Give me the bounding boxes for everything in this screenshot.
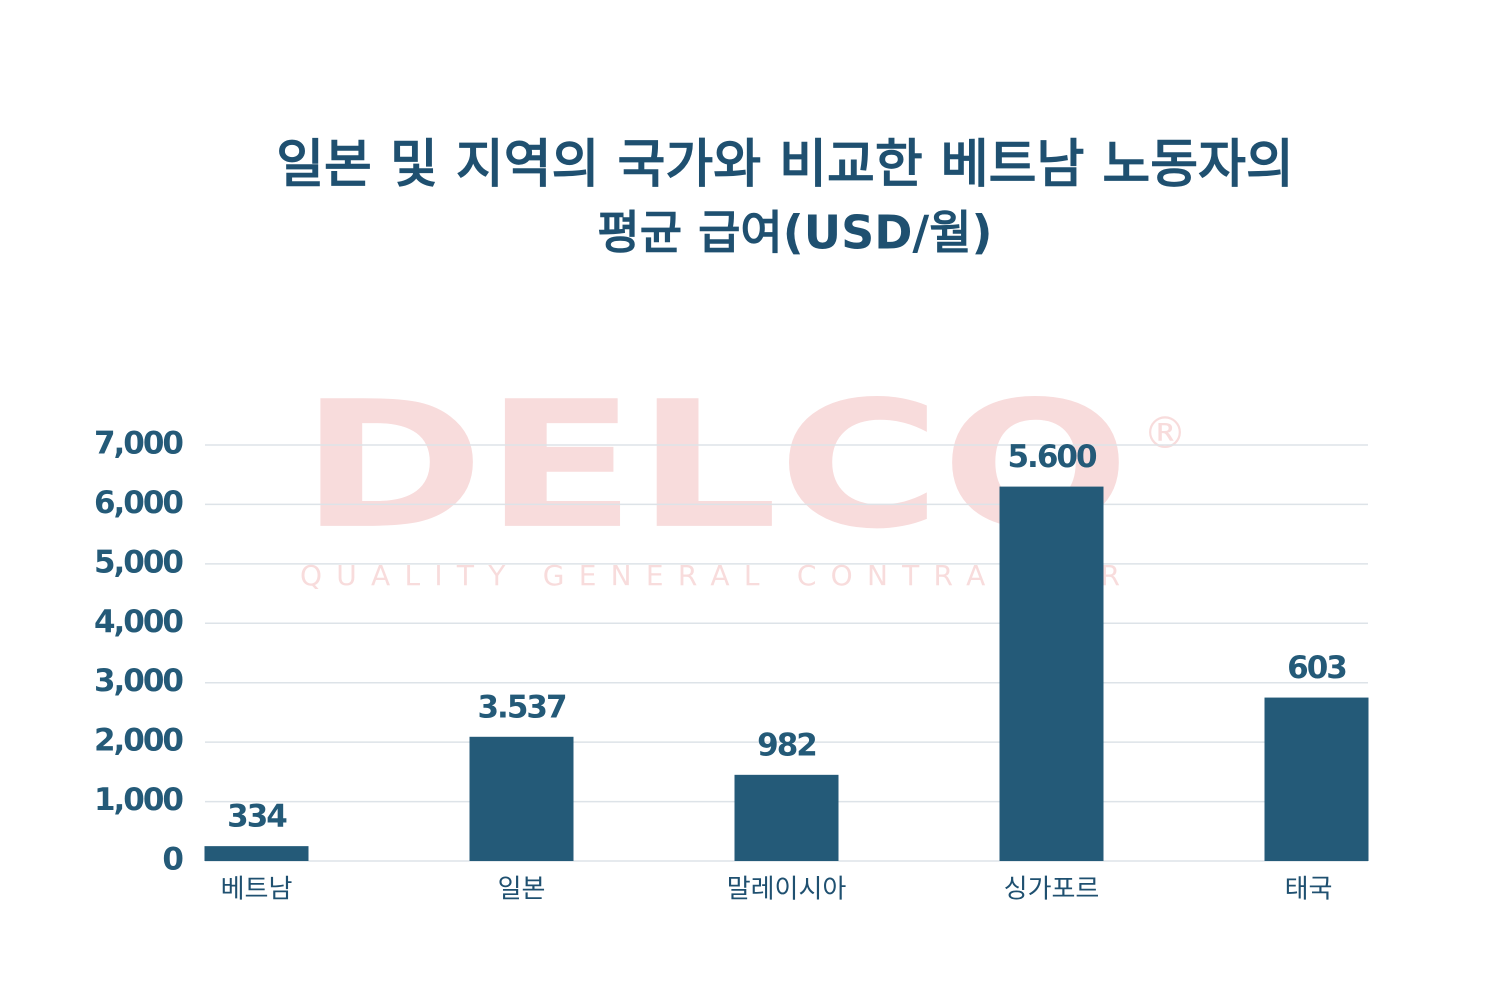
chart-title: 평균 급여(USD/월) [597,206,992,260]
y-tick-label: 0 [162,842,183,878]
bar-annotation: 5.600 [1007,439,1096,475]
bar [204,846,309,861]
y-tick-label: 4,000 [94,604,183,640]
y-tick-label: 7,000 [94,426,183,462]
x-tick-label: 싱가포르 [1004,875,1100,905]
y-tick-label: 6,000 [94,485,183,521]
chart-title: 일본 및 지역의 국가와 비교한 베트남 노동자의 [276,135,1294,195]
bar [469,736,574,861]
x-tick-label: 베트남 [221,875,293,905]
x-tick-label: 일본 [498,875,546,905]
bar [1264,697,1369,861]
watermark: DELCO [300,365,1130,568]
x-tick-label: 태국 [1285,875,1333,905]
bar [734,774,839,861]
watermark-mark: ® [1143,408,1187,459]
y-tick-label: 5,000 [94,544,183,580]
y-tick-label: 1,000 [94,782,183,818]
bar-annotation: 334 [227,799,287,835]
y-tick-label: 2,000 [94,723,183,759]
bar [999,486,1104,861]
bar-annotation: 982 [757,727,816,763]
bar-annotation: 3.537 [477,689,565,725]
y-tick-label: 3,000 [94,663,183,699]
x-tick-label: 말레이시아 [727,875,847,905]
bar-annotation: 603 [1287,650,1346,686]
